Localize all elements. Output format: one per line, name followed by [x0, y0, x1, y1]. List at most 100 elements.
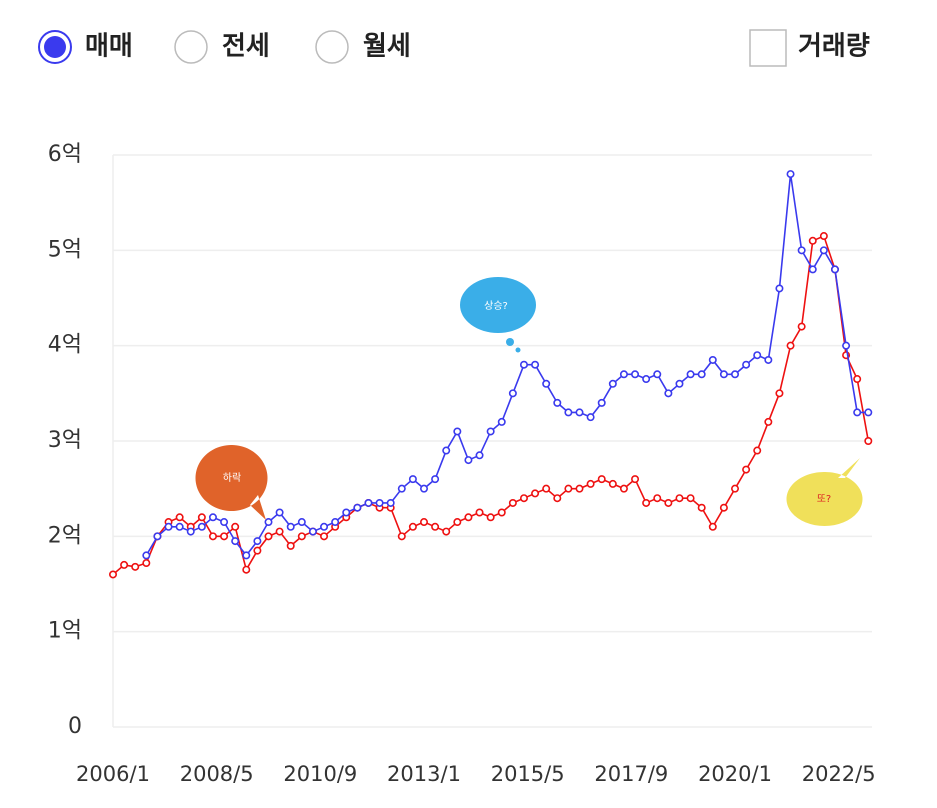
point — [253, 537, 262, 546]
point — [175, 522, 184, 531]
checkbox-label: 거래량 — [798, 32, 870, 62]
radio-ring — [174, 30, 208, 64]
x-tick-label: 2010/9 — [283, 762, 357, 786]
point — [642, 498, 651, 507]
annotation: 하락 — [223, 471, 241, 484]
point — [631, 475, 640, 484]
x-tick-label: 2006/1 — [76, 762, 150, 786]
bubble-shape — [195, 445, 268, 520]
point — [586, 413, 595, 422]
y-tick-label: 1억 — [48, 619, 82, 644]
radio-dot — [44, 36, 66, 58]
point — [153, 532, 162, 541]
point — [431, 475, 440, 484]
point — [442, 446, 451, 455]
y-tick-label: 0 — [68, 714, 82, 739]
point — [742, 360, 751, 369]
x-tick-label: 2015/5 — [491, 762, 565, 786]
radio-label: 월세 — [363, 32, 411, 62]
y-tick-label: 4억 — [48, 333, 82, 358]
point — [653, 370, 662, 379]
point — [664, 498, 673, 507]
point — [231, 522, 240, 531]
point — [708, 522, 717, 531]
point — [308, 527, 317, 536]
point — [464, 456, 473, 465]
point — [542, 379, 551, 388]
radio-label: 전세 — [222, 32, 270, 62]
point — [275, 508, 284, 517]
checkbox[interactable]: 거래량 — [749, 29, 870, 67]
point — [508, 498, 517, 507]
point — [608, 379, 617, 388]
point — [719, 503, 728, 512]
point — [242, 551, 251, 560]
point — [231, 537, 240, 546]
radio-label: 매매 — [85, 32, 133, 62]
point — [575, 484, 584, 493]
point — [331, 518, 340, 527]
point — [675, 494, 684, 503]
point — [320, 522, 329, 531]
point — [564, 408, 573, 417]
point — [864, 408, 873, 417]
point — [697, 370, 706, 379]
point — [597, 398, 606, 407]
point — [497, 508, 506, 517]
x-tick-label: 2008/5 — [180, 762, 254, 786]
point — [208, 513, 217, 522]
point — [397, 484, 406, 493]
point — [120, 560, 129, 569]
radio-0[interactable]: 매매 — [38, 30, 133, 64]
point — [586, 479, 595, 488]
point — [619, 370, 628, 379]
point — [797, 322, 806, 331]
point — [819, 232, 828, 241]
point — [286, 522, 295, 531]
point — [408, 475, 417, 484]
point — [353, 503, 362, 512]
point — [697, 503, 706, 512]
point — [164, 522, 173, 531]
point — [486, 427, 495, 436]
radio-ring — [315, 30, 349, 64]
point — [742, 465, 751, 474]
point — [531, 360, 540, 369]
radio-2[interactable]: 월세 — [315, 30, 411, 64]
point — [197, 513, 206, 522]
x-tick-label: 2013/1 — [387, 762, 461, 786]
radio-1[interactable]: 전세 — [174, 30, 270, 64]
point — [553, 398, 562, 407]
point — [531, 489, 540, 498]
point — [597, 475, 606, 484]
point — [442, 527, 451, 536]
point — [264, 532, 273, 541]
point — [186, 527, 195, 536]
bubble-shape — [460, 277, 536, 333]
point — [864, 436, 873, 445]
point — [275, 527, 284, 536]
point — [708, 355, 717, 364]
point — [808, 265, 817, 274]
point — [253, 546, 262, 555]
point — [519, 494, 528, 503]
point — [631, 370, 640, 379]
point — [286, 541, 295, 550]
point — [608, 479, 617, 488]
point — [497, 417, 506, 426]
y-tick-label: 2억 — [48, 523, 82, 548]
point — [642, 375, 651, 384]
y-tick-label: 5억 — [48, 237, 82, 262]
point — [686, 370, 695, 379]
point — [575, 408, 584, 417]
point — [297, 532, 306, 541]
point — [197, 522, 206, 531]
point — [553, 494, 562, 503]
annotation-bubble: 또? — [786, 458, 863, 526]
point — [453, 518, 462, 527]
point — [819, 246, 828, 255]
bubble-shape — [786, 458, 863, 526]
point — [664, 389, 673, 398]
point — [731, 370, 740, 379]
point — [764, 355, 773, 364]
